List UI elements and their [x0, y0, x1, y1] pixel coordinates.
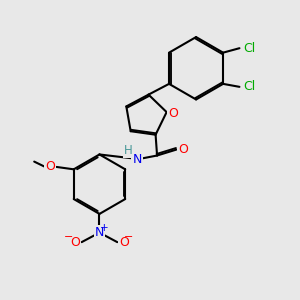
- Text: O: O: [168, 107, 178, 120]
- Text: N: N: [133, 153, 142, 166]
- Text: H: H: [124, 144, 133, 157]
- Text: O: O: [70, 236, 80, 249]
- Text: O: O: [119, 236, 129, 249]
- Text: Cl: Cl: [244, 42, 256, 55]
- Text: Cl: Cl: [244, 80, 256, 93]
- Text: N: N: [95, 226, 104, 239]
- Text: O: O: [178, 143, 188, 156]
- Text: −: −: [124, 232, 133, 242]
- Text: +: +: [100, 224, 108, 233]
- Text: O: O: [45, 160, 55, 173]
- Text: −: −: [64, 232, 73, 242]
